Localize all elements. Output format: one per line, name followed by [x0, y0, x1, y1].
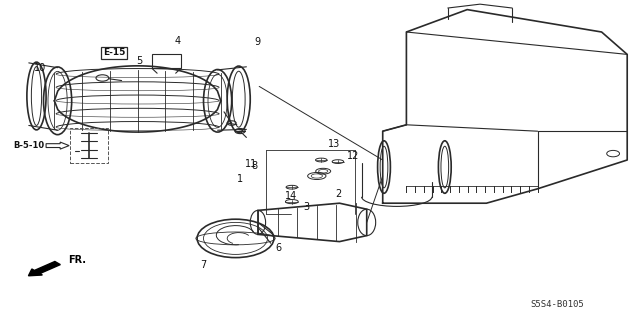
- Text: 13: 13: [328, 139, 340, 149]
- Text: FR.: FR.: [68, 255, 86, 265]
- Text: B-5-10: B-5-10: [13, 141, 45, 150]
- Text: 8: 8: [252, 161, 258, 172]
- Text: 11: 11: [244, 159, 257, 169]
- Text: 14: 14: [285, 191, 298, 201]
- Text: E-15: E-15: [103, 48, 125, 57]
- Text: 2: 2: [335, 188, 341, 199]
- Text: 5: 5: [136, 56, 143, 66]
- Text: 6: 6: [275, 243, 282, 253]
- FancyArrow shape: [28, 261, 60, 276]
- Text: 9: 9: [254, 36, 260, 47]
- Text: 10: 10: [33, 63, 46, 73]
- Text: 7: 7: [200, 260, 207, 270]
- Text: 1: 1: [237, 174, 243, 184]
- Bar: [70, 128, 108, 163]
- Text: 12: 12: [347, 151, 360, 161]
- Bar: [152, 54, 181, 68]
- FancyArrow shape: [46, 142, 69, 149]
- Text: 3: 3: [303, 202, 309, 212]
- Text: 4: 4: [175, 36, 181, 46]
- Text: S5S4-B0105: S5S4-B0105: [530, 300, 584, 309]
